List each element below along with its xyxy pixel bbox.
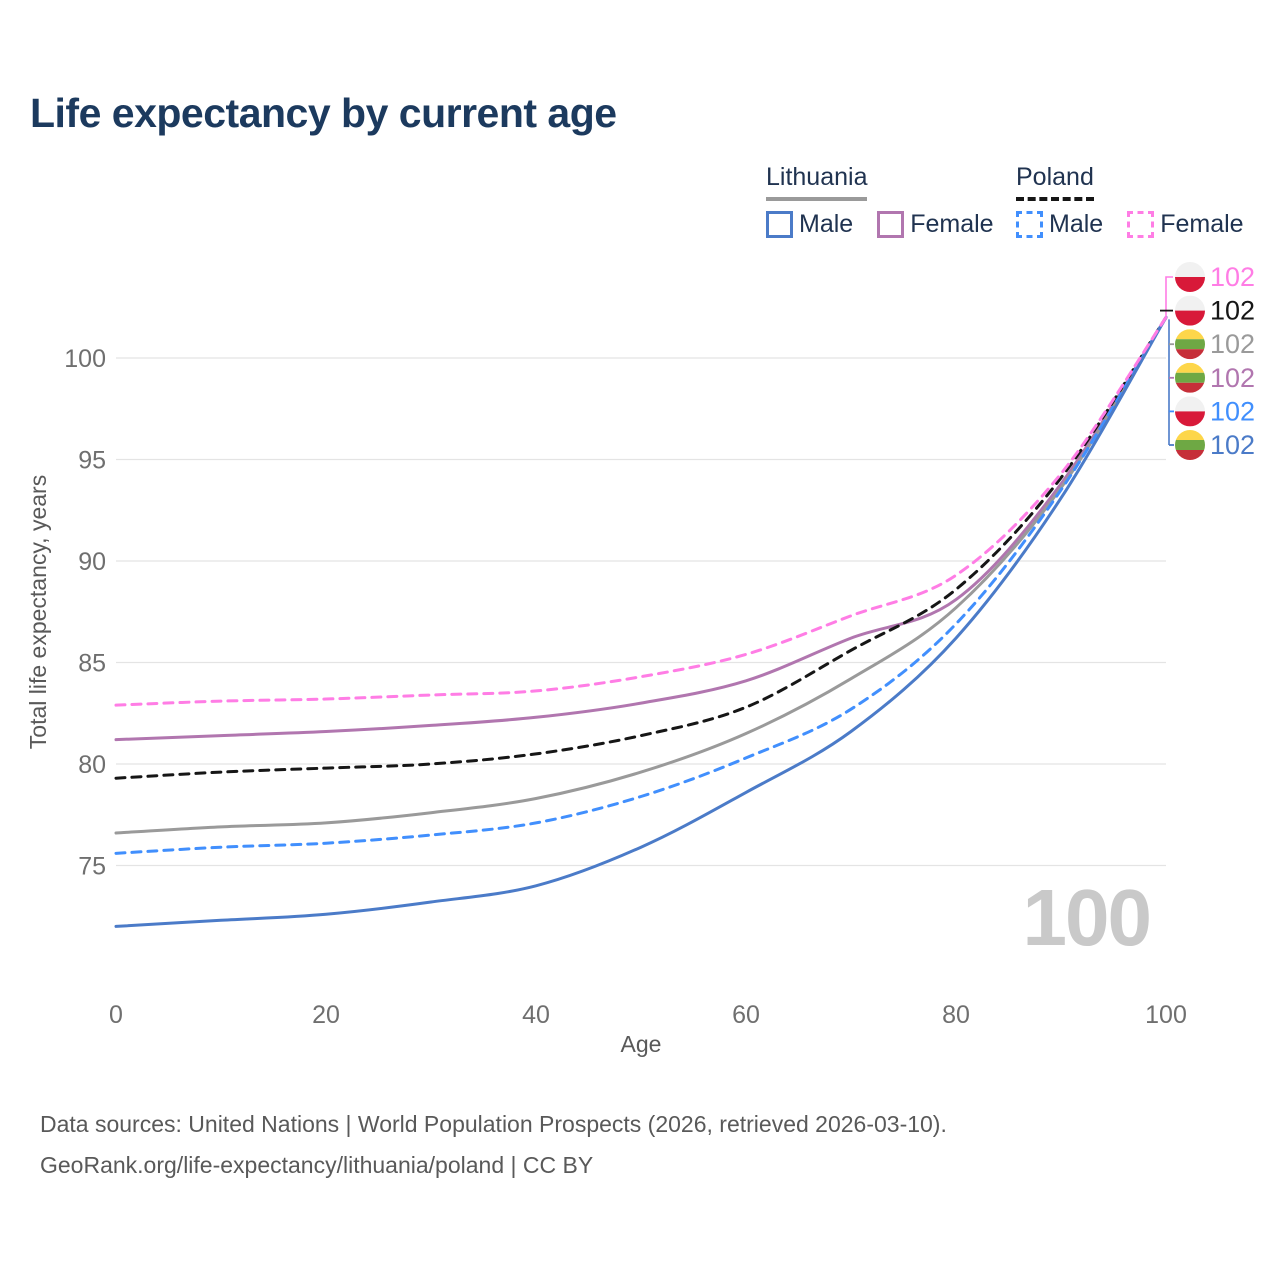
series-line-lithuania-both-sexes[interactable]: [114, 315, 1168, 835]
series-line-poland-female[interactable]: [114, 315, 1168, 707]
legend-country-lithuania: Lithuania: [766, 163, 868, 201]
legend-swatch-lithuania-female[interactable]: [877, 211, 905, 238]
chart-title: Life expectancy by current age: [30, 90, 617, 136]
footer-source-line: Data sources: United Nations | World Pop…: [40, 1111, 947, 1137]
footer: Data sources: United Nations | World Pop…: [40, 1104, 947, 1186]
y-axis-title: Total life expectancy, years: [25, 475, 51, 749]
end-value-label-poland-female: 102: [1210, 262, 1255, 292]
legend-label-poland-female[interactable]: Female: [1160, 210, 1244, 238]
legend-label-poland-male[interactable]: Male: [1049, 210, 1104, 238]
end-value-label-lithuania-both-sexes: 102: [1210, 329, 1255, 359]
x-tick-label-40: 40: [522, 1001, 550, 1029]
flag-icon-lithuania: [1175, 329, 1205, 360]
y-tick-label-100: 100: [64, 345, 106, 373]
flag-icon-lithuania: [1175, 362, 1205, 393]
x-tick-label-100: 100: [1145, 1001, 1187, 1029]
x-axis-title: Age: [621, 1031, 662, 1057]
footer-attribution-line: GeoRank.org/life-expectancy/lithuania/po…: [40, 1152, 594, 1178]
legend-label-lithuania-male[interactable]: Male: [799, 210, 854, 238]
legend-group-lithuania: Lithuania Male Female: [766, 163, 1018, 239]
x-tick-label-60: 60: [732, 1001, 760, 1029]
series-line-lithuania-male[interactable]: [114, 315, 1168, 928]
legend-country-poland: Poland: [1016, 163, 1094, 201]
legend-swatch-poland-female[interactable]: [1127, 211, 1155, 238]
x-tick-label-0: 0: [109, 1001, 123, 1029]
end-value-label-lithuania-male: 102: [1210, 430, 1255, 460]
legend-swatch-poland-male[interactable]: [1016, 211, 1043, 238]
legend-swatch-lithuania-male[interactable]: [766, 211, 793, 238]
x-tick-label-80: 80: [942, 1001, 970, 1029]
end-value-label-poland-both-sexes: 102: [1210, 296, 1255, 326]
y-tick-label-90: 90: [78, 548, 106, 576]
flag-icon-poland: [1175, 295, 1205, 326]
flag-icon-lithuania: [1175, 430, 1205, 460]
flag-icon-poland: [1175, 396, 1205, 427]
series-line-poland-male[interactable]: [114, 315, 1168, 855]
end-value-label-poland-male: 102: [1210, 396, 1255, 426]
y-tick-label-95: 95: [78, 447, 106, 475]
y-tick-label-75: 75: [78, 853, 106, 881]
legend-group-poland: Poland Male Female: [1016, 163, 1268, 239]
end-value-label-lithuania-female: 102: [1210, 363, 1255, 393]
y-tick-label-85: 85: [78, 650, 106, 678]
legend-label-lithuania-female[interactable]: Female: [910, 210, 994, 238]
age-watermark: 100: [1023, 873, 1150, 962]
series-line-lithuania-female[interactable]: [114, 315, 1168, 742]
leader-line-poland-female: [1165, 276, 1173, 318]
y-tick-label-80: 80: [78, 751, 106, 779]
x-tick-label-20: 20: [312, 1001, 340, 1029]
flag-icon-poland: [1175, 262, 1205, 292]
series-line-poland-both-sexes[interactable]: [114, 315, 1168, 780]
